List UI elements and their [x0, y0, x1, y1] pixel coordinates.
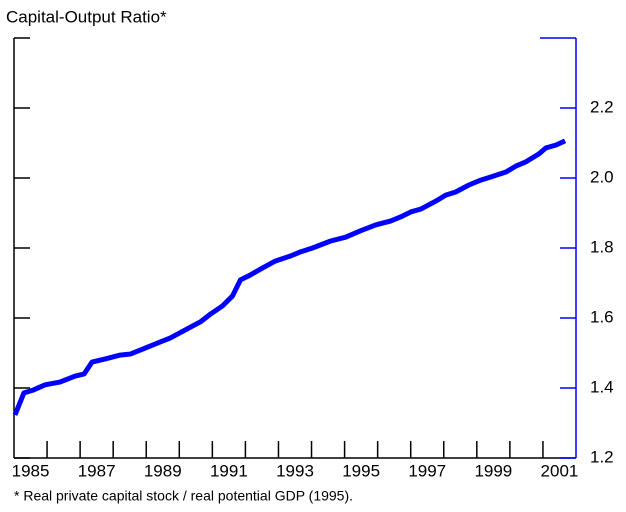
y-tick-label: 2.2 [590, 97, 614, 116]
y-tick-label: 1.6 [590, 307, 614, 326]
x-tick-label: 2001 [541, 461, 579, 480]
x-tick-label: 1985 [12, 461, 50, 480]
data-line [12, 138, 567, 416]
y-tick-label: 1.4 [590, 377, 614, 396]
footnote: * Real private capital stock / real pote… [14, 488, 353, 504]
y-tick-label: 1.2 [590, 447, 614, 466]
x-tick-label: 1991 [210, 461, 248, 480]
chart-title: Capital-Output Ratio* [6, 7, 167, 26]
x-tick-label: 1997 [408, 461, 446, 480]
y-tick-label: 1.8 [590, 237, 614, 256]
x-tick-label: 1999 [474, 461, 512, 480]
x-tick-label: 1987 [78, 461, 116, 480]
x-tick-label: 1995 [342, 461, 380, 480]
x-tick-label: 1989 [144, 461, 182, 480]
y-tick-label: 2.0 [590, 167, 614, 186]
x-tick-label: 1993 [276, 461, 314, 480]
